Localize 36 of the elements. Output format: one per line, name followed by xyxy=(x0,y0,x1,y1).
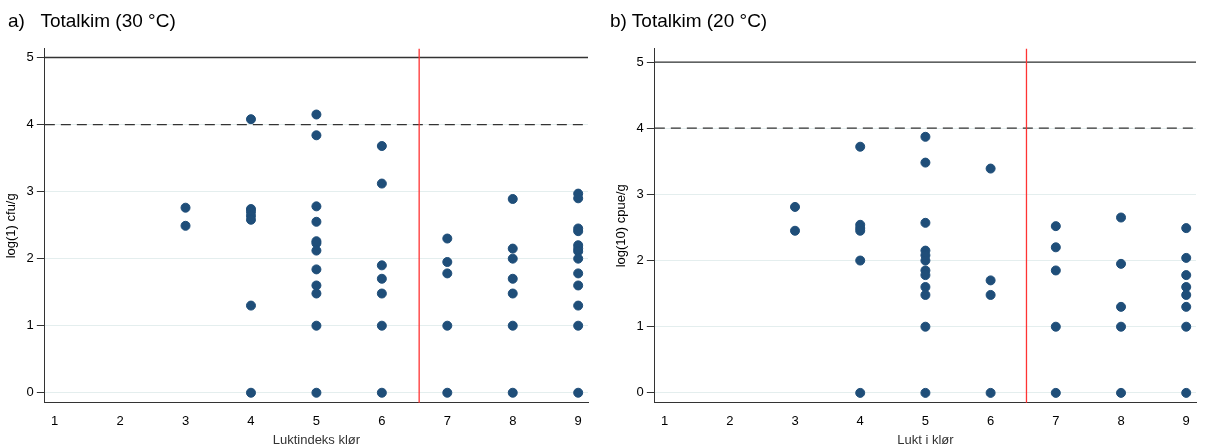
y-tick-label: 1 xyxy=(26,317,34,333)
x-tick-label: 5 xyxy=(312,413,321,429)
x-tick-label: 8 xyxy=(1117,413,1125,429)
y-axis-title: log(10) cpue/g xyxy=(613,184,629,268)
y-tick-label: 4 xyxy=(636,119,644,135)
x-tick-label: 8 xyxy=(509,413,517,429)
x-tick-label: 4 xyxy=(247,413,255,429)
x-tick-label: 1 xyxy=(660,413,669,429)
x-tick-label: 9 xyxy=(574,413,582,429)
x-tick-label: 2 xyxy=(116,413,124,429)
x-tick-label: 1 xyxy=(51,413,59,429)
y-tick-label: 3 xyxy=(636,185,644,201)
y-tick-label: 0 xyxy=(26,384,34,400)
x-tick-label: 9 xyxy=(1182,413,1190,429)
chart-title: b) Totalkim (20 °C) xyxy=(610,10,768,32)
y-tick-label: 5 xyxy=(636,53,644,69)
x-tick-label: 7 xyxy=(1052,413,1060,429)
y-tick-label: 5 xyxy=(26,49,34,65)
x-tick-label: 2 xyxy=(726,413,734,429)
x-tick-label: 3 xyxy=(181,413,190,429)
y-tick-label: 3 xyxy=(26,183,34,199)
x-tick-label: 6 xyxy=(987,413,995,429)
y-axis-title: log(1) cfu/g xyxy=(3,193,19,259)
x-tick-label: 5 xyxy=(921,413,930,429)
x-tick-label: 4 xyxy=(856,413,864,429)
y-tick-label: 1 xyxy=(636,318,644,334)
x-tick-label: 7 xyxy=(443,413,451,429)
y-tick-label: 4 xyxy=(26,116,34,132)
x-axis-title: Luktindeks klør xyxy=(272,431,361,447)
y-tick-label: 2 xyxy=(26,250,34,266)
y-tick-label: 0 xyxy=(636,384,644,400)
y-tick-label: 2 xyxy=(636,252,644,268)
x-tick-label: 3 xyxy=(791,413,799,429)
x-axis-title: Lukt i klør xyxy=(897,431,955,447)
x-tick-label: 6 xyxy=(378,413,386,429)
chart-title: a) Totalkim (30 °C) xyxy=(8,10,176,32)
